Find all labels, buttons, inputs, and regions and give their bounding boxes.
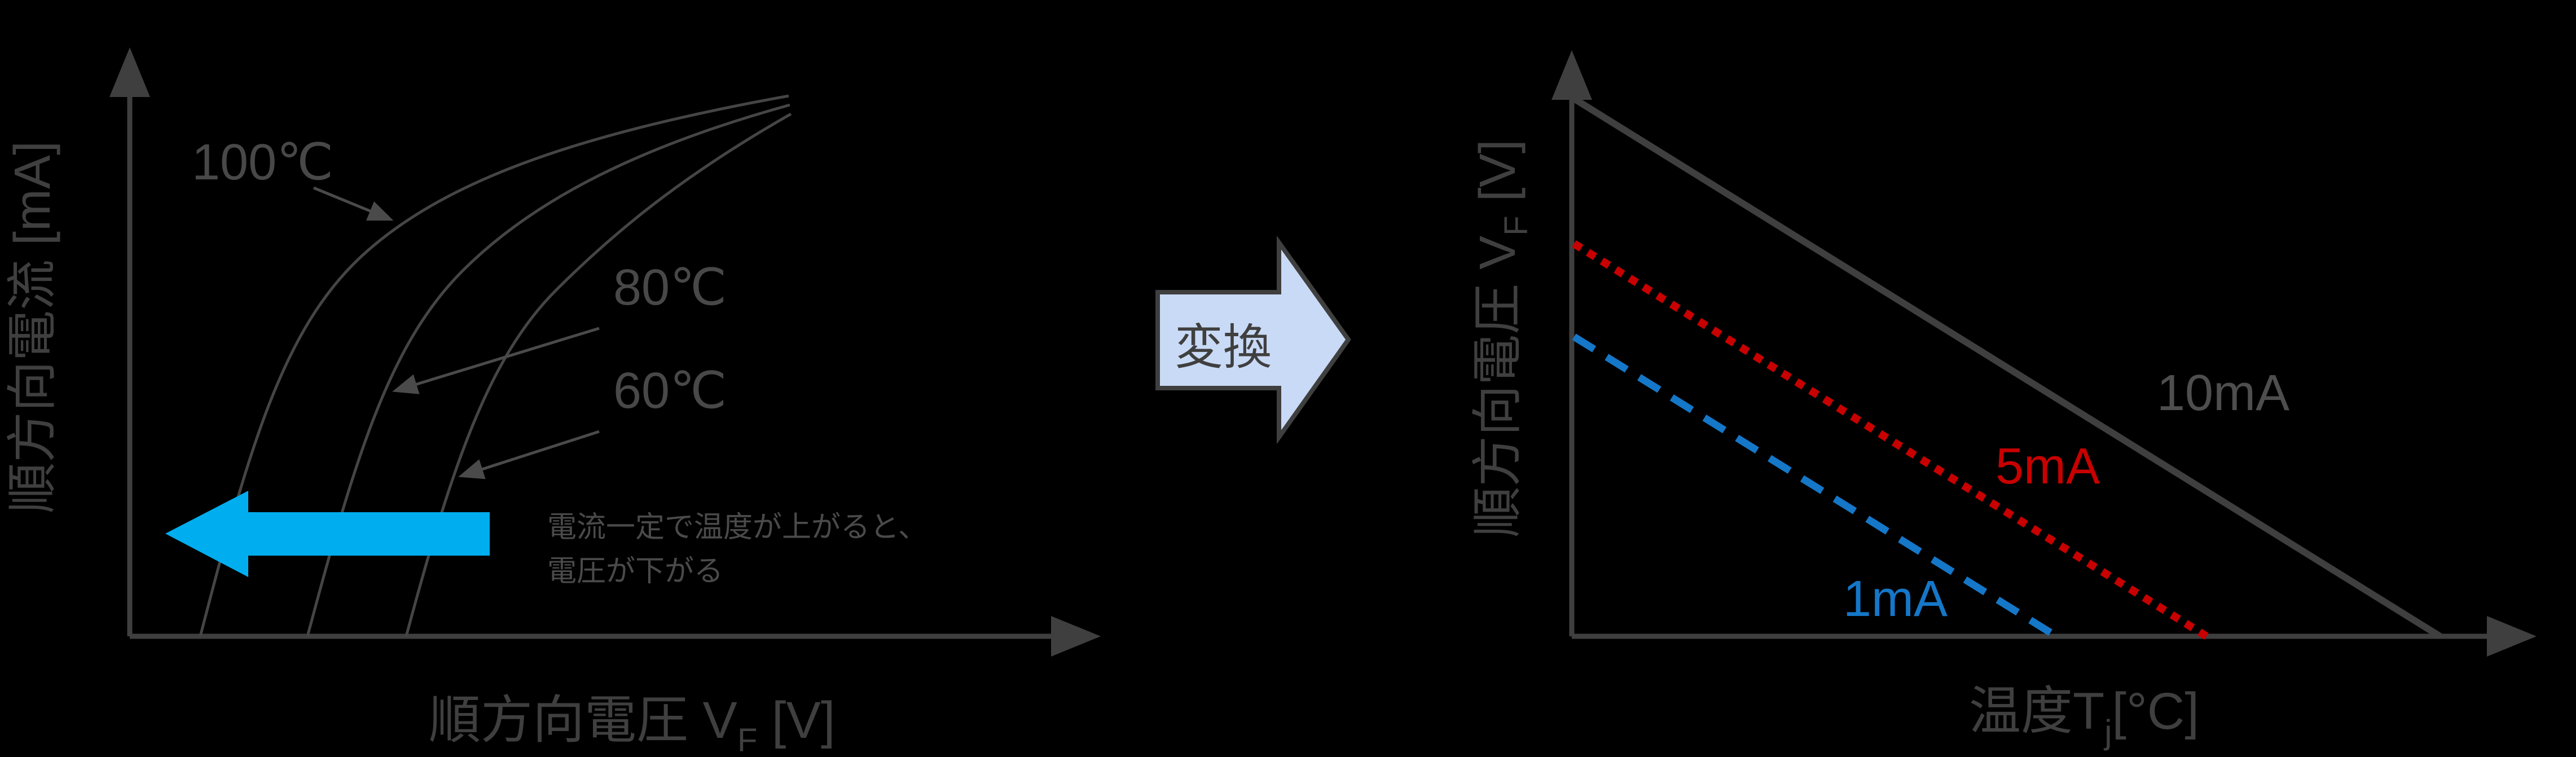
curve-80c: [306, 103, 790, 637]
series-label-5ma: 5mA: [1995, 438, 2100, 495]
curve-60c: [405, 112, 792, 637]
left-x-axis-label-sub: F: [737, 722, 757, 757]
conversion-group: 変換: [1155, 235, 1351, 444]
line-10ma: [1572, 95, 2442, 640]
series-label-1ma: 1mA: [1843, 571, 1948, 627]
right-y-axis-label-unit: [V]: [1470, 139, 1526, 215]
pointer-line-100c: [313, 186, 394, 221]
right-x-axis-label-main: 温度T: [1969, 683, 2104, 740]
line-1ma: [1572, 333, 2059, 640]
right-x-axis-label-unit: [°C]: [2112, 683, 2199, 740]
series-label-10ma: 10mA: [2157, 365, 2289, 421]
pointer-line-80c: [392, 327, 600, 394]
right-x-axis-label: 温度Tj[°C]: [1969, 683, 2199, 751]
left-x-axis-label: 順方向電圧 VF [V]: [429, 692, 835, 757]
left-chart: 100℃ 80℃ 60℃ 電流一定で温度が上がると、 電圧が下がる 順方向電流 …: [5, 47, 1101, 757]
annotation-line-1: 電流一定で温度が上がると、: [547, 511, 927, 544]
right-y-axis-label-sub: F: [1498, 215, 1535, 235]
conversion-arrow-icon: [1155, 235, 1351, 444]
right-chart: 10mA 5mA 1mA 順方向電圧 VF [V] 温度Tj[°C]: [1470, 50, 2537, 751]
voltage-decrease-arrow-icon: [165, 491, 490, 577]
curve-label-60c: 60℃: [613, 363, 727, 419]
left-y-axis-label: 順方向電流 [mA]: [5, 141, 61, 513]
right-y-axis-label-main: 順方向電圧 V: [1470, 236, 1526, 538]
curve-label-100c: 100℃: [192, 134, 333, 191]
curve-label-80c: 80℃: [613, 259, 727, 316]
left-x-axis-label-unit: [V]: [757, 692, 835, 749]
conversion-label: 変換: [1175, 320, 1272, 375]
right-x-axis-label-sub: j: [2103, 713, 2112, 751]
curve-100c: [199, 94, 789, 637]
right-y-axis-label: 順方向電圧 VF [V]: [1470, 139, 1535, 538]
left-x-axis-label-main: 順方向電圧 V: [429, 692, 737, 749]
annotation-line-2: 電圧が下がる: [547, 555, 723, 588]
pointer-line-60c: [458, 430, 600, 479]
